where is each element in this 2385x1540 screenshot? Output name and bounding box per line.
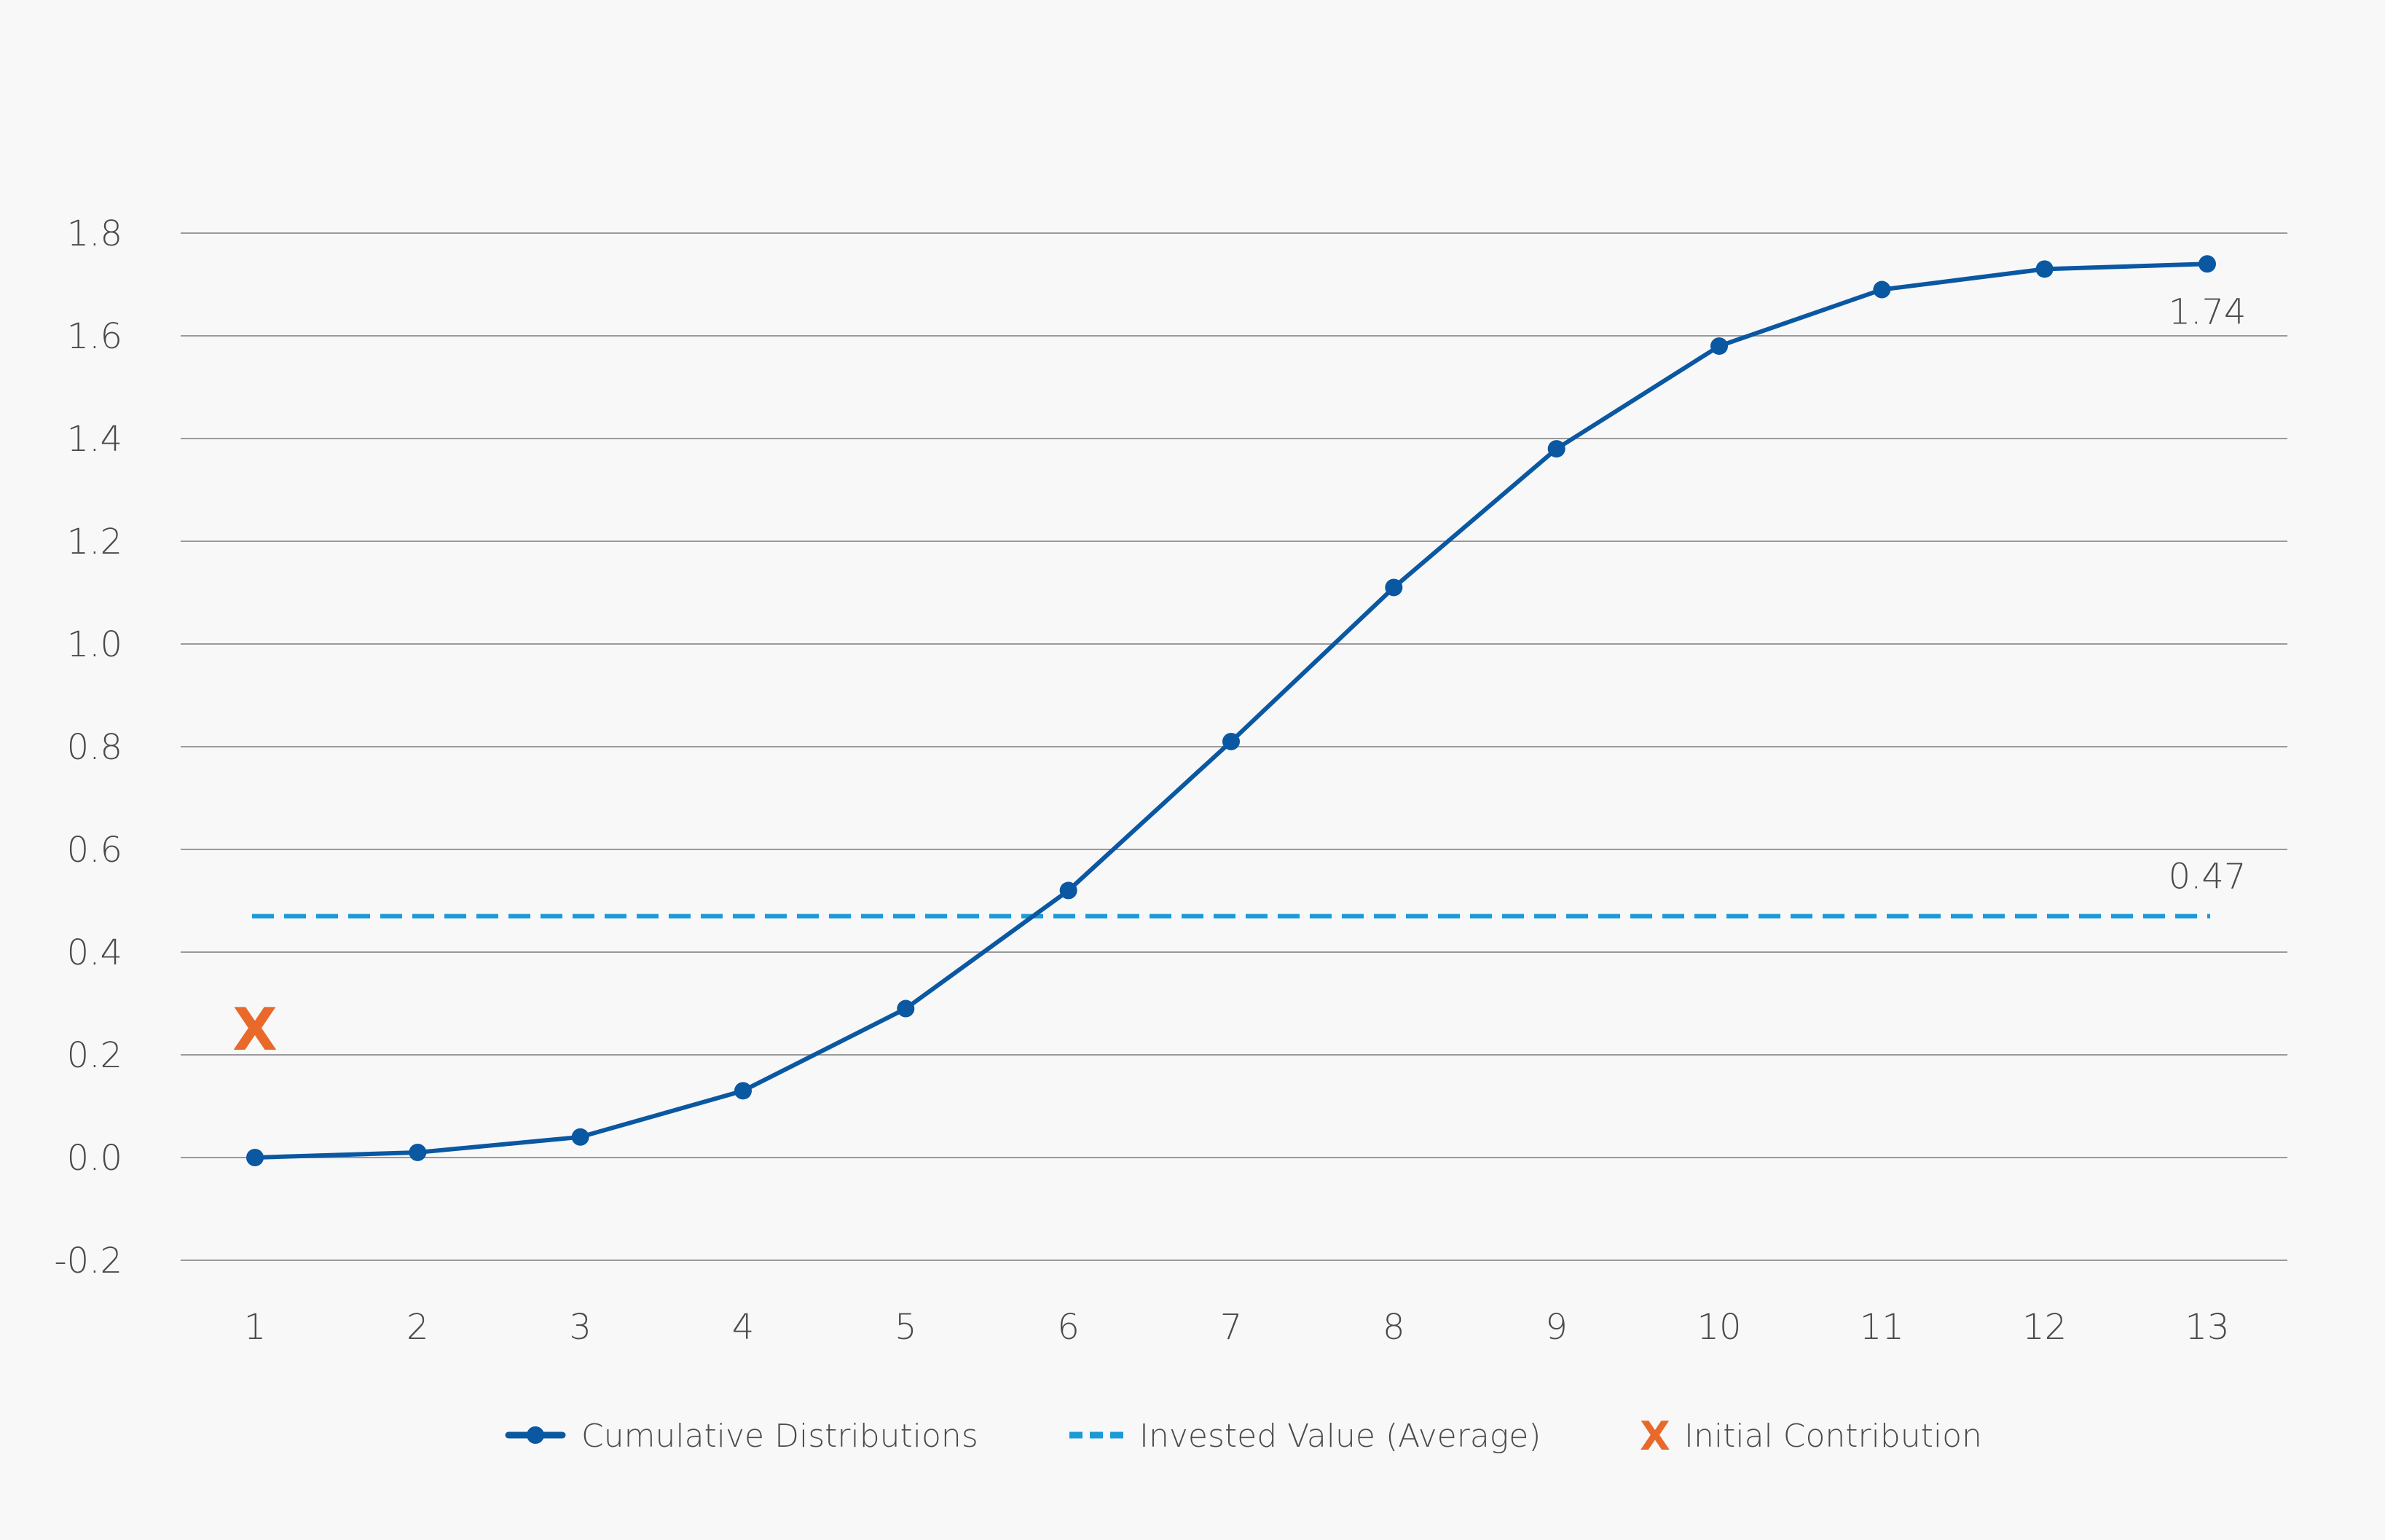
initial-contribution-marker: X — [232, 996, 278, 1064]
y-tick-label: 1.4 — [67, 419, 122, 460]
cumulative-distributions-point — [1547, 440, 1565, 458]
y-tick-label: -0.2 — [54, 1241, 122, 1281]
legend-swatch-initial: X — [1640, 1413, 1670, 1459]
x-tick-label: 10 — [1697, 1307, 1741, 1348]
cumulative-distributions-point — [1059, 881, 1077, 900]
x-tick-label: 4 — [732, 1307, 755, 1348]
y-tick-label: 0.8 — [67, 727, 122, 768]
y-tick-label: 1.8 — [67, 213, 122, 254]
cumulative-distributions-point — [409, 1143, 427, 1161]
invested-value-end-label: 0.47 — [2169, 857, 2247, 897]
x-tick-label: 1 — [244, 1307, 267, 1348]
cumulative-distributions-point — [1222, 732, 1240, 750]
cumulative-distributions-point — [734, 1082, 752, 1100]
cumulative-distributions-point — [1385, 578, 1403, 597]
y-tick-label: 0.2 — [67, 1035, 122, 1076]
legend-label-initial: Initial Contribution — [1684, 1418, 1982, 1455]
cumulative-distributions-point — [1710, 337, 1728, 355]
legend: Cumulative Distributions Invested Value (… — [505, 1413, 1982, 1459]
cumulative-distributions-point — [897, 999, 915, 1018]
x-tick-label: 13 — [2185, 1307, 2229, 1348]
y-tick-label: 0.0 — [67, 1138, 122, 1179]
x-tick-label: 8 — [1383, 1307, 1405, 1348]
cumulative-distributions-point — [571, 1128, 589, 1146]
y-tick-label: 1.0 — [67, 624, 122, 665]
cumulative-distributions-point — [2035, 260, 2054, 278]
y-tick-label: 1.2 — [67, 522, 122, 562]
x-axis: 1 2 3 4 5 6 7 8 9 10 11 12 13 — [244, 1307, 2230, 1348]
x-tick-label: 12 — [2022, 1307, 2067, 1348]
y-axis: -0.2 0.0 0.2 0.4 0.6 0.8 1.0 1.2 1.4 1.6 1.8 — [54, 213, 122, 1281]
data-labels: 1.74 0.47 — [2169, 291, 2247, 897]
series-layer: X — [232, 255, 2216, 1166]
cumulative-distributions-point — [1873, 280, 1891, 299]
x-tick-label: 6 — [1057, 1307, 1080, 1348]
legend-swatch-cumulative-dot — [527, 1426, 544, 1444]
cumulative-distributions-point — [2199, 255, 2216, 273]
legend-label-invested: Invested Value (Average) — [1139, 1418, 1541, 1455]
y-tick-label: 0.4 — [67, 932, 122, 973]
x-tick-label: 2 — [406, 1307, 429, 1348]
cumulative-distributions-line — [254, 262, 2208, 1160]
y-tick-label: 0.6 — [67, 830, 122, 871]
legend-label-cumulative: Cumulative Distributions — [581, 1418, 978, 1455]
x-tick-label: 9 — [1545, 1307, 1568, 1348]
cumulative-distributions-point — [246, 1149, 264, 1166]
x-tick-label: 11 — [1860, 1307, 1904, 1348]
x-tick-label: 3 — [569, 1307, 592, 1348]
cumulative-end-label: 1.74 — [2169, 291, 2247, 332]
x-tick-label: 7 — [1220, 1307, 1243, 1348]
x-tick-label: 5 — [895, 1307, 917, 1348]
y-tick-label: 1.6 — [67, 316, 122, 357]
